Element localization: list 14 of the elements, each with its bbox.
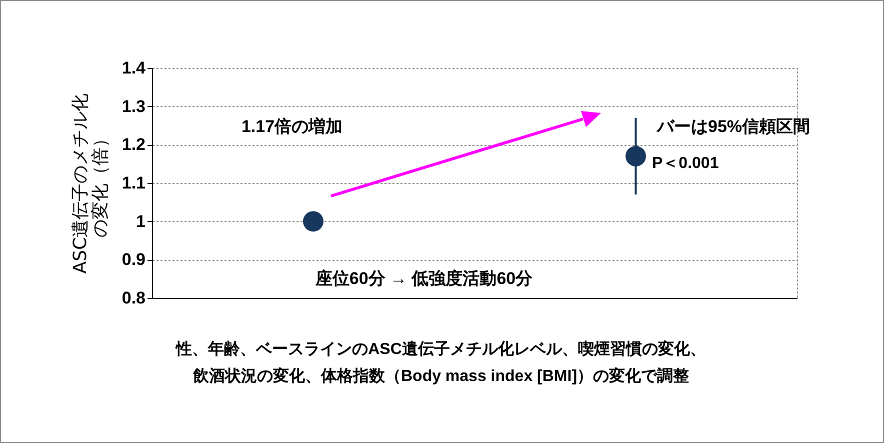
annotation: バーは95%信頼区間 bbox=[656, 117, 810, 136]
text: 性、年齢、ベースラインのASC遺伝子メチル化レベル、喫煙習慣の変化、 bbox=[175, 339, 706, 358]
annotation: P＜0.001 bbox=[652, 155, 719, 172]
y-tick-label: 1.2 bbox=[122, 135, 146, 154]
y-tick-label: 1 bbox=[136, 212, 146, 231]
y-tick-label: 0.8 bbox=[122, 288, 146, 308]
annotation: 座位60分 → 低強度活動60分 bbox=[314, 269, 534, 288]
y-tick-label: 1.3 bbox=[122, 96, 146, 116]
annotation: 1.17倍の増加 bbox=[241, 116, 343, 136]
y-tick-label: 0.9 bbox=[122, 250, 146, 270]
y-axis-title: ASC遺伝子のメチル化の変化（倍） bbox=[70, 93, 111, 274]
y-tick-label: 1.1 bbox=[122, 174, 146, 192]
y-tick-label: 1.4 bbox=[122, 58, 146, 78]
text: 飲酒状況の変化、体格指数（Body mass index [BMI]）の変化で調整 bbox=[192, 366, 690, 385]
